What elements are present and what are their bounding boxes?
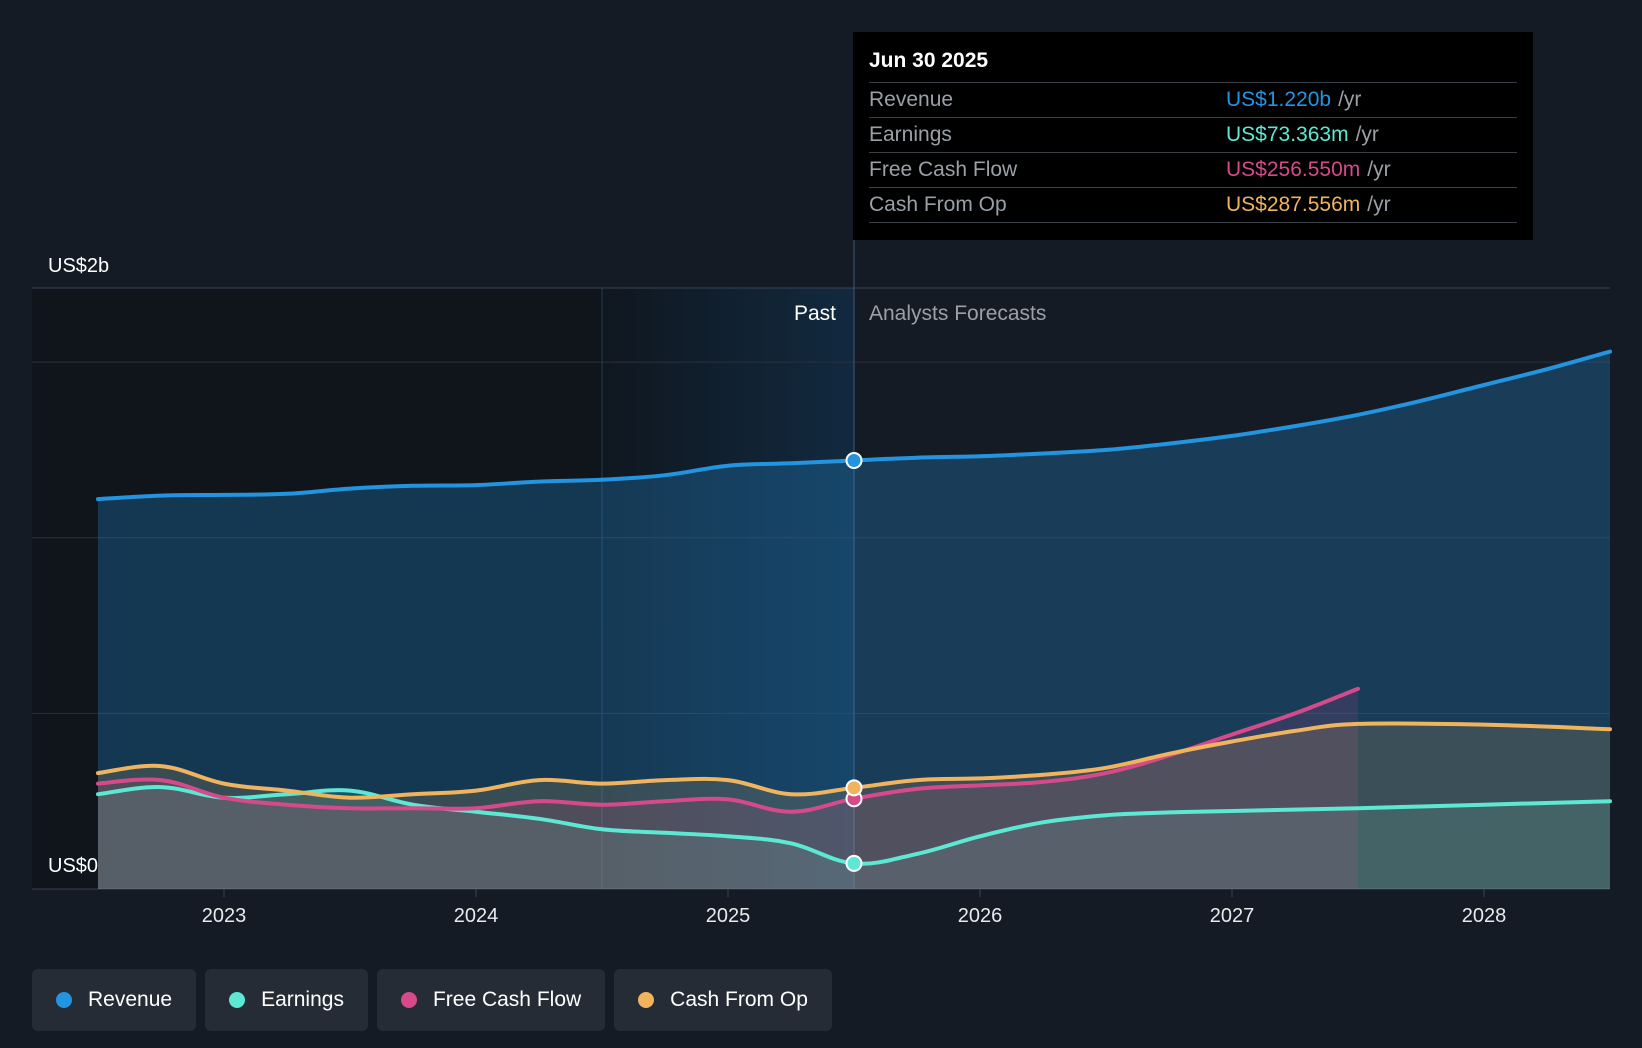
series-area-free-cash-flow (98, 688, 1358, 889)
tooltip-value: US$256.550m (1226, 158, 1361, 181)
legend-dot-icon (638, 992, 655, 1008)
legend-dot-icon (229, 992, 246, 1008)
legend-item-earnings[interactable]: Earnings (205, 969, 368, 1031)
x-tick-label: 2028 (1462, 905, 1507, 927)
tooltip-unit: /yr (1367, 193, 1391, 216)
legend-item-cash-from-op[interactable]: Cash From Op (614, 969, 832, 1031)
legend-item-free-cash-flow[interactable]: Free Cash Flow (376, 969, 606, 1031)
tooltip-row-free-cash-flow: Free Cash Flow US$256.550m /yr (869, 152, 1517, 187)
tooltip-unit: /yr (1355, 123, 1379, 146)
series-marker-cash-from-op[interactable] (845, 779, 863, 797)
tooltip-row-revenue: Revenue US$1.220b /yr (869, 82, 1517, 117)
tooltip-date: Jun 30 2025 (869, 49, 989, 72)
tooltip-value: US$1.220b (1226, 88, 1332, 111)
series-marker-revenue[interactable] (845, 451, 863, 469)
x-tick-label: 2024 (454, 905, 499, 927)
series-line-revenue (96, 349, 1612, 502)
tooltip-label: Revenue (869, 88, 954, 111)
tooltip-unit: /yr (1338, 88, 1362, 111)
legend-item-revenue[interactable]: Revenue (32, 969, 197, 1031)
y-axis-bottom-label: US$0 (48, 855, 98, 877)
legend-label: Free Cash Flow (432, 988, 582, 1011)
series-line-cash-from-op (96, 721, 1612, 800)
tooltip-label: Cash From Op (869, 193, 1007, 216)
legend-label: Revenue (88, 988, 173, 1011)
tooltip-value: US$287.556m (1226, 193, 1361, 216)
legend-label: Earnings (261, 988, 344, 1011)
forecast-region-label: Analysts Forecasts (869, 302, 1046, 325)
legend-dot-icon (56, 992, 72, 1008)
highlight-region-shade (602, 288, 854, 889)
tooltip-row-earnings: Earnings US$73.363m /yr (869, 117, 1517, 152)
series-marker-earnings[interactable] (845, 854, 863, 872)
tooltip: Jun 30 2025 Revenue US$1.220b /yr Earnin… (853, 32, 1533, 240)
past-region-label: Past (794, 302, 836, 325)
series-line-earnings (96, 785, 1612, 866)
legend: Revenue Earnings Free Cash Flow Cash Fro… (32, 969, 832, 1031)
y-axis-top-label: US$2b (48, 255, 109, 277)
tooltip-unit: /yr (1367, 158, 1391, 181)
tooltip-label: Free Cash Flow (869, 158, 1018, 181)
tooltip-row-cash-from-op: Cash From Op US$287.556m /yr (869, 187, 1517, 223)
tooltip-value: US$73.363m (1226, 123, 1349, 146)
legend-label: Cash From Op (670, 988, 808, 1011)
x-tick-label: 2026 (958, 905, 1003, 927)
x-tick-label: 2023 (202, 905, 247, 927)
legend-dot-icon (400, 992, 417, 1008)
tooltip-label: Earnings (869, 123, 952, 146)
x-tick-label: 2025 (706, 905, 751, 927)
series-line-free-cash-flow (96, 686, 1360, 814)
x-tick-label: 2027 (1210, 905, 1255, 927)
chart: US$2b US$0 Past Analysts Forecasts 2023 2… (32, 240, 1612, 927)
